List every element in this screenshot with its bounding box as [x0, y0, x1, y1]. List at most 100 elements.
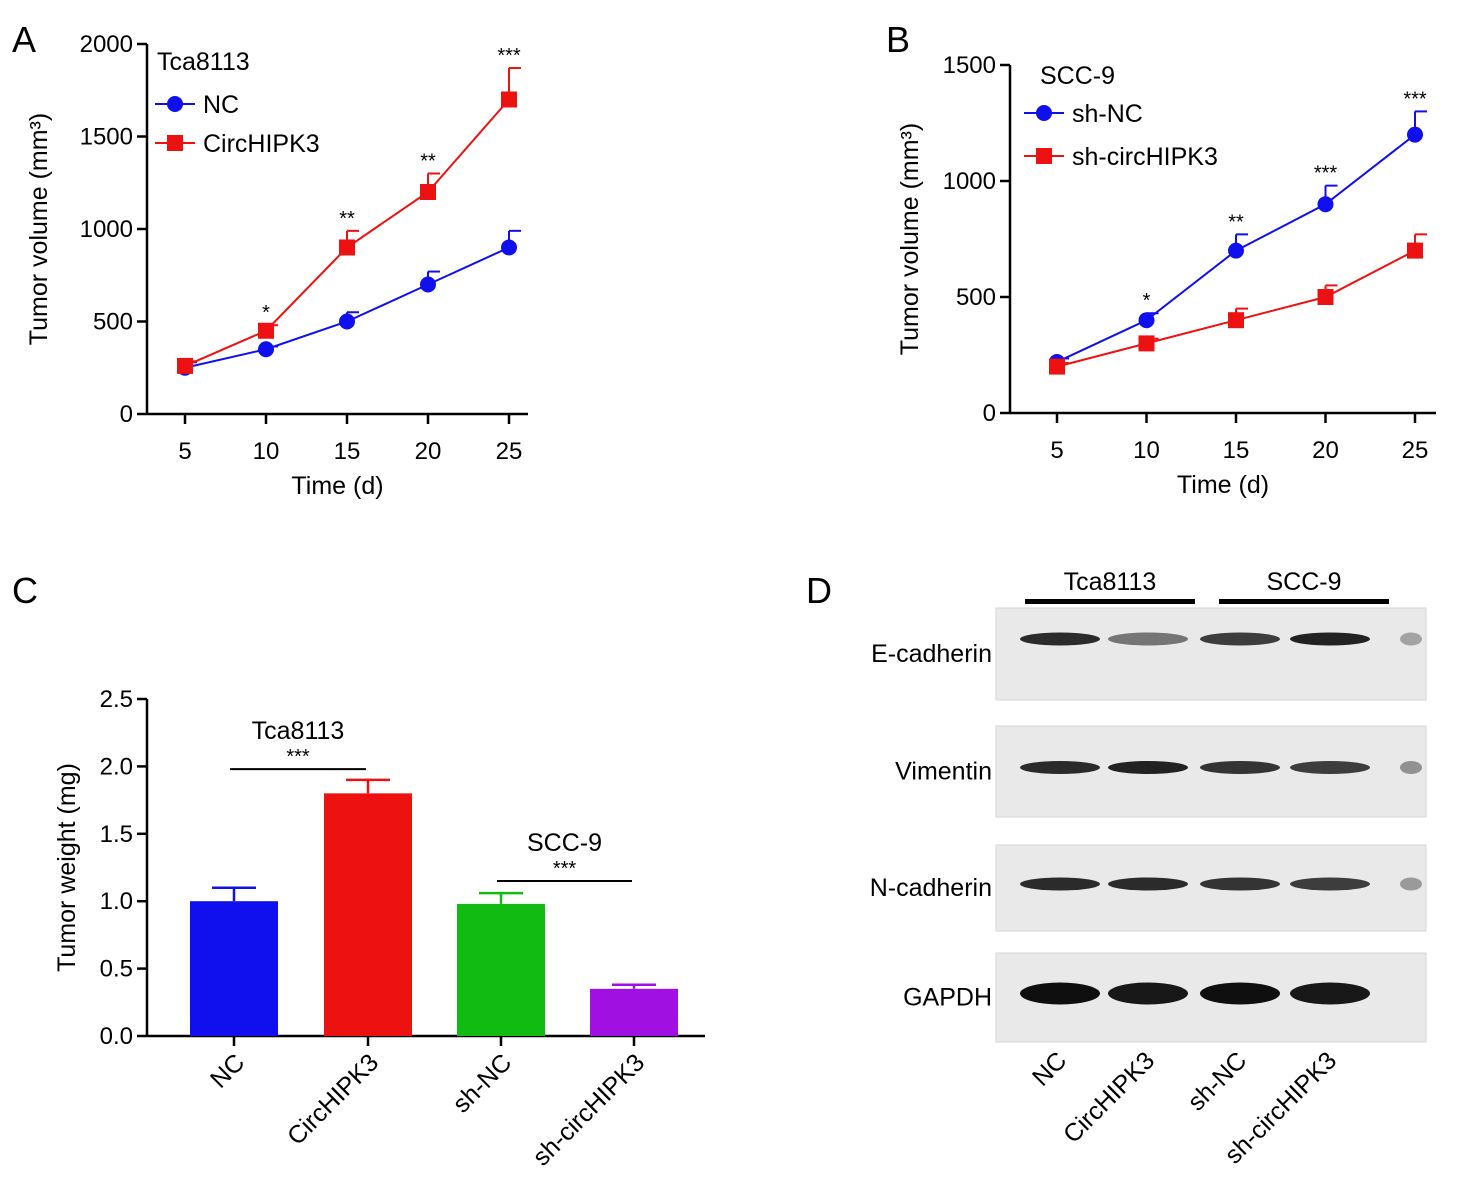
blot-group-bar [1219, 599, 1389, 604]
y-tick-label: 1.5 [100, 821, 133, 848]
blot-band [1400, 761, 1422, 774]
data-point [1407, 242, 1423, 259]
y-tick-label: 1500 [943, 52, 996, 79]
bar [590, 988, 678, 1036]
y-tick-label: 0 [983, 400, 996, 427]
blot-band [1200, 632, 1280, 646]
panel-d-western-blot: Tca8113 SCC-9 E-cadherin Vimentin N-cadherin… [870, 568, 1427, 1169]
data-point [339, 313, 355, 330]
y-tick-label: 1500 [80, 124, 133, 151]
legend-label: NC [203, 91, 239, 119]
data-point [1138, 312, 1155, 329]
blot-protein-label: E-cadherin [871, 640, 992, 668]
chart-title: Tca8113 [157, 48, 250, 76]
legend-label: sh-circHIPK3 [1072, 143, 1218, 171]
bar [457, 903, 545, 1036]
blot-lane-label: NC [1027, 1046, 1072, 1091]
y-tick-label: 500 [956, 284, 996, 311]
legend-marker [167, 135, 183, 151]
blot-band [1108, 982, 1188, 1005]
blot-band [1108, 761, 1188, 774]
data-point [339, 239, 355, 256]
data-point [177, 357, 193, 374]
blot-lane-label: sh-NC [1182, 1046, 1252, 1116]
data-point [420, 184, 436, 200]
legend-marker [1036, 105, 1052, 121]
blot-strip [995, 607, 1427, 701]
x-tick-label: sh-NC [447, 1048, 517, 1118]
panel-letter-c: C [12, 570, 38, 611]
x-tick-label: 20 [415, 438, 442, 465]
blot-band [1200, 982, 1280, 1005]
blot-band [1200, 877, 1280, 891]
y-tick-label: 1.0 [100, 888, 133, 915]
blot-band [1400, 877, 1422, 891]
x-tick-label: NC [205, 1048, 250, 1093]
x-tick-label: 10 [253, 438, 280, 465]
data-point [501, 239, 517, 256]
data-point [258, 322, 274, 339]
legend-label: sh-NC [1072, 100, 1143, 128]
x-axis-label: Time (d) [291, 472, 383, 500]
blot-band [1108, 632, 1188, 646]
data-point [420, 276, 436, 293]
blot-lane-label: CircHIPK3 [1058, 1046, 1160, 1148]
x-tick-label: 20 [1312, 437, 1339, 464]
blot-band [1200, 761, 1280, 774]
x-axis-label: Time (d) [1177, 471, 1269, 499]
blot-group-bar [1025, 599, 1195, 604]
blot-band [1020, 632, 1100, 646]
x-tick-label: 5 [1050, 437, 1063, 464]
significance-stars: ** [420, 151, 436, 173]
blot-band [1020, 761, 1100, 774]
significance-stars: * [1143, 290, 1151, 312]
y-tick-label: 500 [93, 309, 133, 336]
panel-a-line-chart: 0 500 1000 1500 2000 5 10 15 20 25 Time (d) Tumor v… [25, 31, 528, 500]
legend-label: CircHIPK3 [203, 130, 320, 158]
panel-b-line-chart: 0 500 1000 1500 5 10 15 20 25 Time (d) Tumor volum… [896, 52, 1436, 499]
legend-marker [1036, 148, 1052, 164]
data-point [1138, 335, 1155, 352]
blot-band [1290, 632, 1370, 646]
blot-band [1290, 877, 1370, 891]
significance-stars: *** [497, 45, 521, 67]
blot-band [1108, 877, 1188, 891]
chart-title: SCC-9 [1040, 62, 1115, 90]
blot-band [1020, 982, 1100, 1005]
data-point [1049, 358, 1065, 375]
panel-letter-a: A [12, 19, 36, 60]
x-tick-label: CircHIPK3 [282, 1048, 384, 1150]
data-point [1228, 242, 1244, 259]
data-point [1407, 126, 1423, 143]
panel-letter-d: D [806, 570, 832, 611]
data-point [258, 341, 274, 358]
panel-c-bar-chart: 0.0 0.5 1.0 1.5 2.0 2.5 Tumor weight (mg) NC Cir… [53, 686, 705, 1171]
blot-band [1290, 982, 1370, 1005]
blot-group-label: SCC-9 [1266, 568, 1341, 596]
blot-protein-label: Vimentin [895, 758, 992, 786]
data-point [501, 91, 517, 108]
significance-stars: *** [1314, 163, 1338, 185]
comparison-label: SCC-9 [527, 829, 602, 857]
data-point [1317, 196, 1334, 213]
y-tick-label: 0.0 [100, 1023, 133, 1050]
bar [324, 793, 412, 1036]
x-tick-label: 25 [1402, 437, 1429, 464]
y-axis-label: Tumor volume (mm³) [896, 123, 924, 355]
panel-letter-b: B [886, 19, 910, 60]
series-line [184, 246, 510, 369]
y-tick-label: 2000 [80, 31, 133, 58]
x-tick-label: 15 [1223, 437, 1250, 464]
significance-stars: ** [1228, 211, 1244, 233]
blot-band [1020, 877, 1100, 891]
data-point [1317, 289, 1334, 305]
x-tick-label: 10 [1133, 437, 1160, 464]
blot-protein-label: N-cadherin [870, 874, 992, 902]
significance-stars: *** [286, 746, 310, 768]
blot-band [1400, 632, 1422, 646]
y-axis-label: Tumor volume (mm³) [25, 113, 53, 345]
blot-band [1290, 761, 1370, 774]
comparison-label: Tca8113 [252, 717, 345, 745]
significance-stars: * [262, 302, 270, 324]
